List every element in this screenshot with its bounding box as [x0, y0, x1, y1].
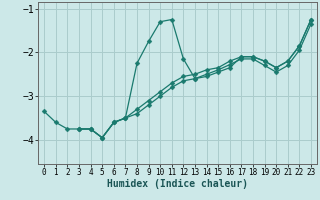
- X-axis label: Humidex (Indice chaleur): Humidex (Indice chaleur): [107, 179, 248, 189]
